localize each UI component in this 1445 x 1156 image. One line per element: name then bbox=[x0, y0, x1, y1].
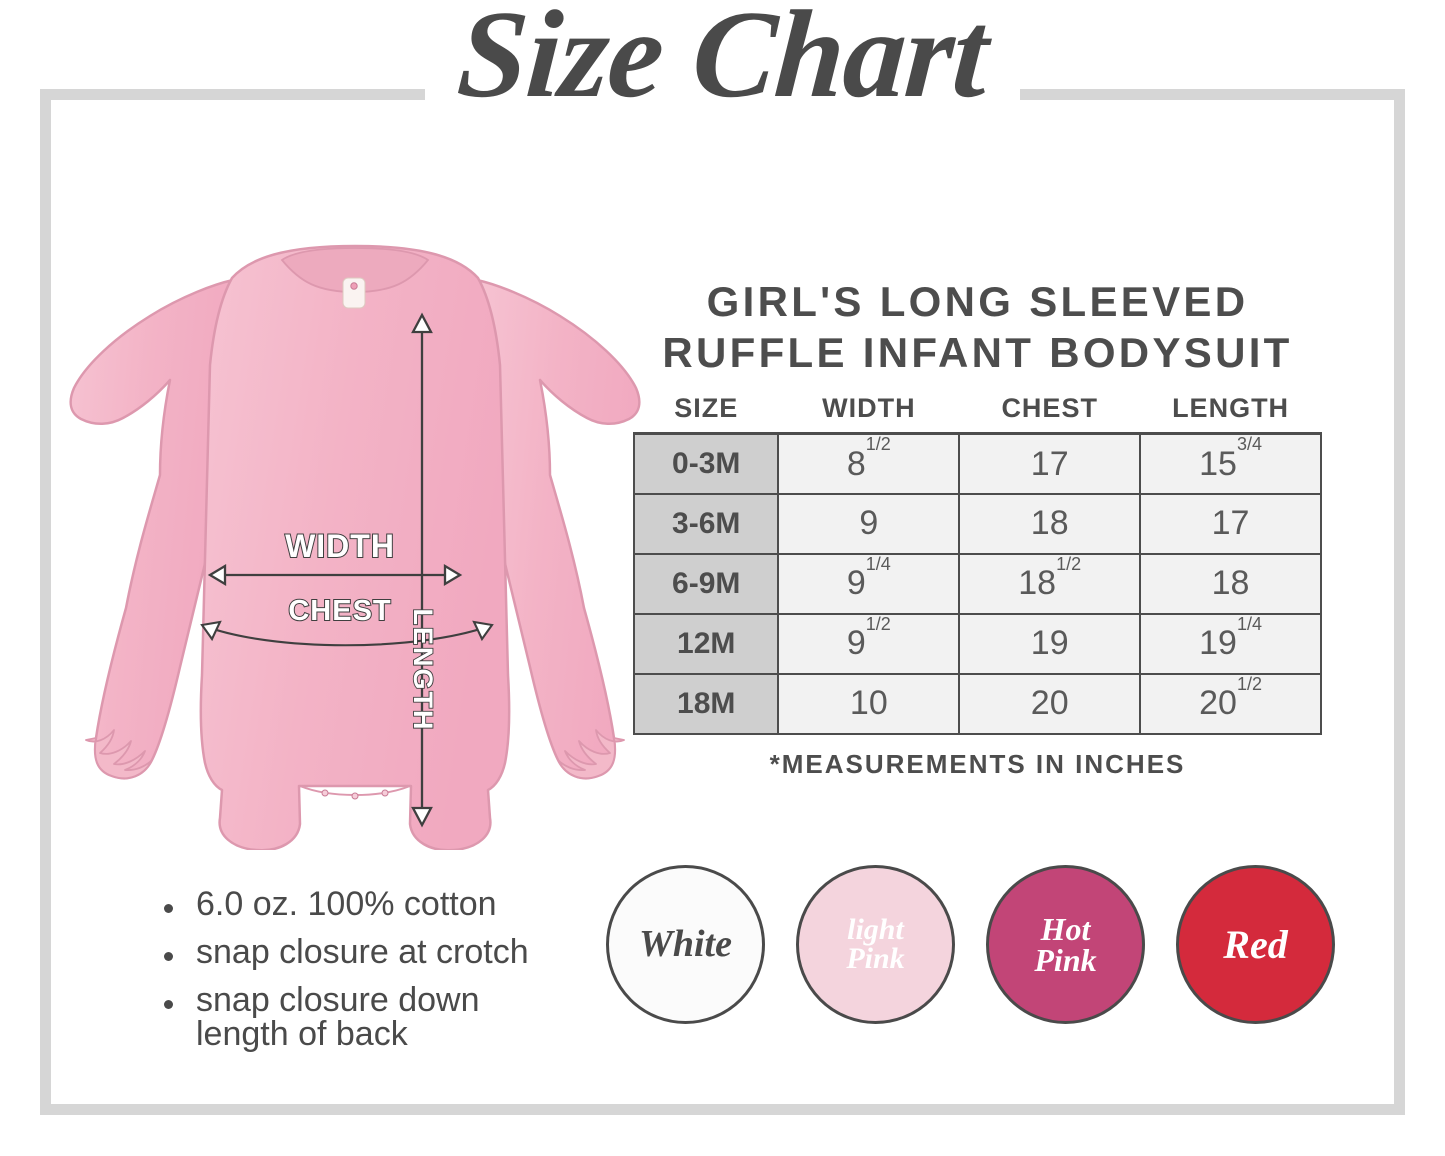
svg-text:LENGTH: LENGTH bbox=[408, 609, 438, 732]
svg-text:CHEST: CHEST bbox=[288, 595, 391, 627]
svg-text:WIDTH: WIDTH bbox=[285, 528, 395, 564]
